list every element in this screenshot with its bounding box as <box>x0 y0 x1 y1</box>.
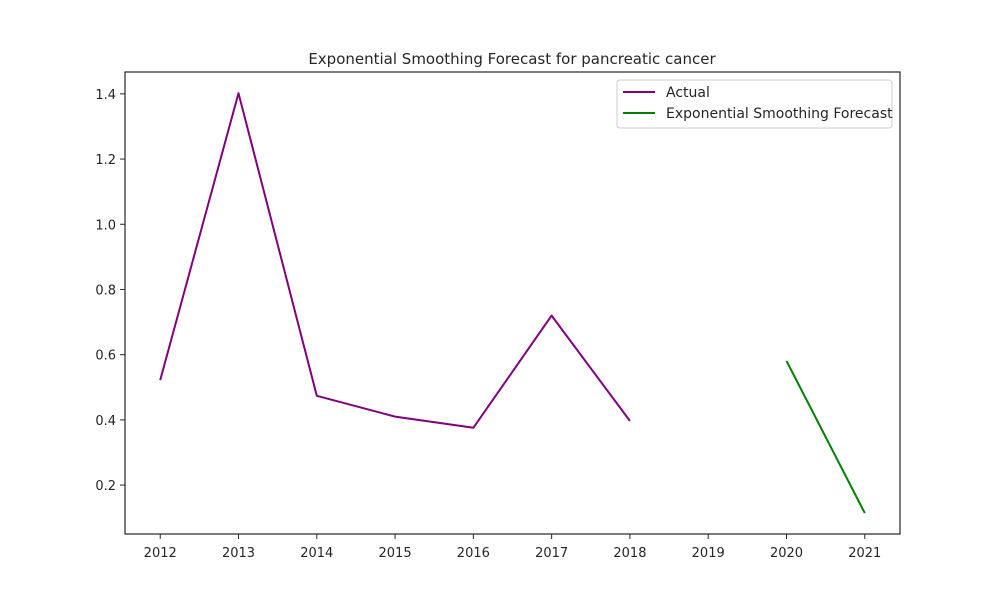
y-tick-label: 0.2 <box>95 479 116 494</box>
series-layer <box>159 92 866 514</box>
chart-title: Exponential Smoothing Forecast for pancr… <box>308 50 716 68</box>
y-tick-label: 1.4 <box>95 88 116 103</box>
plot-area <box>124 71 901 535</box>
series-line-actual <box>159 92 631 429</box>
legend-box <box>616 79 893 129</box>
x-tick-label: 2012 <box>144 546 177 561</box>
y-tick-label: 1.0 <box>95 218 116 233</box>
x-tick-label: 2020 <box>770 546 803 561</box>
legend-label-forecast: Exponential Smoothing Forecast <box>666 106 893 122</box>
x-tick-label: 2014 <box>300 546 333 561</box>
y-axis: 0.2 0.4 0.6 0.8 1.0 1.2 1.4 <box>95 88 125 494</box>
y-tick-label: 0.6 <box>95 349 116 364</box>
x-tick-label: 2021 <box>848 546 881 561</box>
series-line-forecast <box>785 360 866 514</box>
x-tick-label: 2019 <box>692 546 725 561</box>
x-tick-label: 2013 <box>222 546 255 561</box>
legend-label-actual: Actual <box>666 85 710 101</box>
y-tick-label: 0.4 <box>95 414 116 429</box>
x-tick-label: 2015 <box>379 546 412 561</box>
x-axis: 2012 2013 2014 2015 2016 2017 2018 2019 2020 2021 <box>144 534 881 561</box>
y-tick-label: 0.8 <box>95 283 116 298</box>
legend: Actual Exponential Smoothing Forecast <box>616 79 893 129</box>
x-tick-label: 2016 <box>457 546 490 561</box>
y-tick-label: 1.2 <box>95 153 116 168</box>
x-tick-label: 2018 <box>613 546 646 561</box>
x-tick-label: 2017 <box>535 546 568 561</box>
